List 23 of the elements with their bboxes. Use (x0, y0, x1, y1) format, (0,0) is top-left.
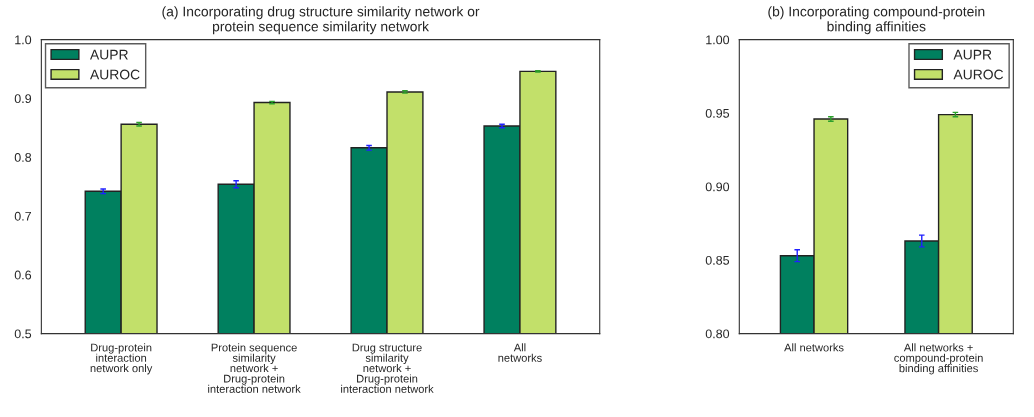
legend-label: AUROC (953, 69, 1004, 80)
x-tick-label: All networks + compound-protein binding affinities (894, 343, 983, 375)
legend-label: AUPR (90, 49, 128, 60)
y-tick-label: 0.6 (14, 270, 32, 280)
y-tick-label: 0.90 (705, 182, 730, 192)
x-tick-label: Drug structure similarity network + Drug-protein interaction network (341, 343, 434, 393)
x-tick-label: Drug-protein interaction network only (90, 343, 153, 375)
y-tick-label: 1.0 (15, 35, 32, 45)
y-tick-label: 0.8 (14, 153, 32, 162)
x-tick-label: All networks (498, 343, 542, 362)
legend-label: AUPR (953, 49, 992, 60)
legend-label: AUROC (90, 69, 140, 80)
y-tick-label: 0.9 (14, 94, 32, 104)
y-tick-label: 0.95 (705, 108, 730, 118)
x-tick-label: Protein sequence similarity network + Drug-protein interaction network (208, 343, 301, 393)
y-tick-label: 0.80 (705, 329, 730, 339)
y-tick-label: 0.7 (14, 211, 32, 221)
chart-title: (a) Incorporating drug structure similarity network or protein sequence similarity network (162, 6, 480, 35)
y-tick-label: 0.5 (14, 329, 32, 339)
x-tick-label: All networks (784, 343, 844, 352)
y-tick-label: 0.85 (705, 255, 730, 265)
chart-title: (b) Incorporating compound-protein binding affinities (768, 6, 985, 35)
y-tick-label: 1.00 (706, 35, 730, 45)
